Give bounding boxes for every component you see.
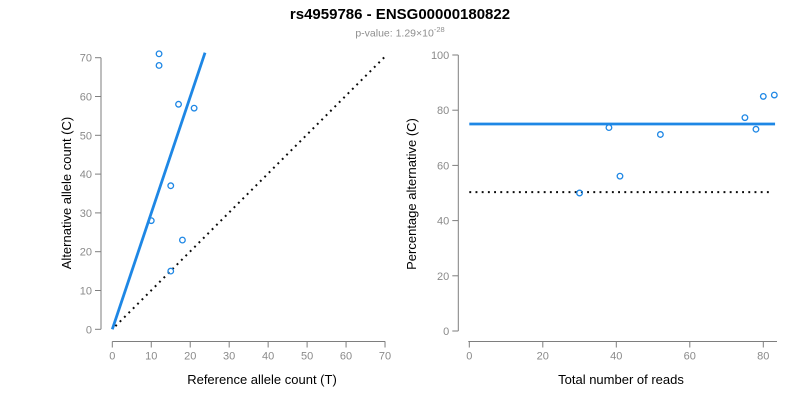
x-tick-label: 40 (262, 351, 274, 363)
x-tick-label: 20 (537, 351, 549, 363)
percentage-reads-scatter-plot: 0 20 40 60 80 100 0 20 40 60 80 Total number of rea… (404, 50, 778, 387)
y-tick-label: 10 (80, 286, 92, 298)
x-tick-label: 50 (301, 351, 313, 363)
data-point (616, 172, 624, 180)
y-tick-label: 80 (437, 105, 449, 117)
data-point (167, 182, 175, 190)
x-tick-label: 0 (109, 351, 115, 363)
data-point (178, 236, 186, 244)
y-tick-label: 100 (431, 50, 449, 62)
data-point (155, 62, 163, 69)
x-axis-label: Total number of reads (558, 372, 684, 387)
data-point (752, 125, 760, 133)
p-value-exponent: -28 (433, 25, 445, 34)
y-tick-label: 0 (86, 324, 92, 336)
x-tick-label: 30 (223, 351, 235, 363)
y-axis-label: Alternative allele count (C) (59, 117, 74, 269)
data-point (759, 92, 767, 100)
y-tick-label: 60 (80, 92, 92, 104)
data-point (155, 50, 163, 58)
x-tick-label: 10 (145, 351, 157, 363)
data-point (175, 100, 182, 108)
y-tick-label: 0 (443, 326, 449, 338)
x-tick-label: 0 (466, 351, 472, 363)
allele-count-scatter-plot: 0 10 20 30 40 50 60 70 0 10 20 30 40 50 60 70 Reference … (59, 50, 391, 387)
y-tick-label: 20 (437, 271, 449, 283)
y-tick-label: 70 (80, 53, 92, 65)
figure-title: rs4959786 - ENSG00000180822 (289, 6, 511, 23)
y-tick-label: 40 (437, 216, 449, 228)
data-point (147, 217, 155, 225)
data-point (167, 267, 175, 275)
x-tick-label: 80 (757, 351, 769, 363)
data-point (576, 189, 583, 197)
x-tick-label: 20 (184, 351, 196, 363)
y-tick-label: 40 (80, 169, 92, 181)
data-point (605, 124, 613, 132)
data-point (770, 91, 778, 99)
y-tick-label: 50 (80, 130, 92, 142)
y-tick-label: 20 (80, 247, 92, 259)
data-point (656, 131, 664, 138)
x-axis-label: Reference allele count (T) (187, 372, 337, 387)
identity-line (114, 54, 387, 327)
data-point (190, 104, 198, 112)
y-axis-label: Percentage alternative (C) (404, 118, 419, 270)
x-tick-label: 40 (610, 351, 622, 363)
x-tick-label: 60 (684, 351, 696, 363)
y-tick-label: 60 (437, 160, 449, 172)
p-value-subtitle: p-value: 1.29×10-28 (0, 25, 800, 40)
p-value-text: p-value: 1.29×10 (355, 27, 434, 40)
y-tick-label: 30 (80, 208, 92, 220)
x-tick-label: 60 (340, 351, 352, 363)
fit-line (110, 52, 207, 330)
data-point (741, 114, 749, 122)
x-tick-label: 70 (379, 351, 391, 363)
